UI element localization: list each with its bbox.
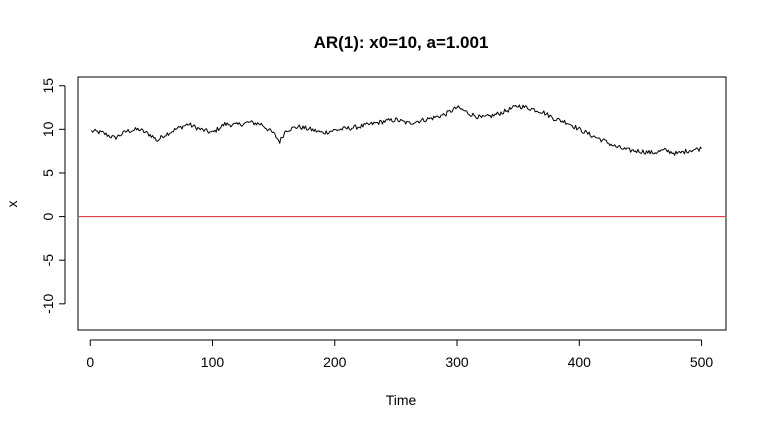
y-tick-label: 15	[40, 78, 56, 94]
x-tick-label: 100	[201, 354, 225, 370]
y-tick-label: 0	[40, 212, 56, 220]
x-tick-label: 400	[568, 354, 592, 370]
series-layer	[79, 104, 725, 218]
x-tick-label: 500	[690, 354, 714, 370]
chart-title: AR(1): x0=10, a=1.001	[314, 33, 489, 52]
x-tick-label: 0	[86, 354, 94, 370]
x-axis-label: Time	[386, 392, 417, 408]
series-line	[91, 104, 702, 156]
y-tick-label: 5	[40, 169, 56, 177]
y-tick-label: -5	[40, 254, 56, 267]
y-tick-label: -10	[40, 293, 56, 313]
plot-frame	[77, 76, 727, 331]
x-tick-label: 200	[323, 354, 347, 370]
x-tick-label: 300	[445, 354, 469, 370]
y-axis-label: x	[4, 201, 20, 208]
axes: 0 100 200 300 400 500 -10 -5 0 5 10 15	[40, 78, 713, 370]
y-tick-label: 10	[40, 121, 56, 137]
